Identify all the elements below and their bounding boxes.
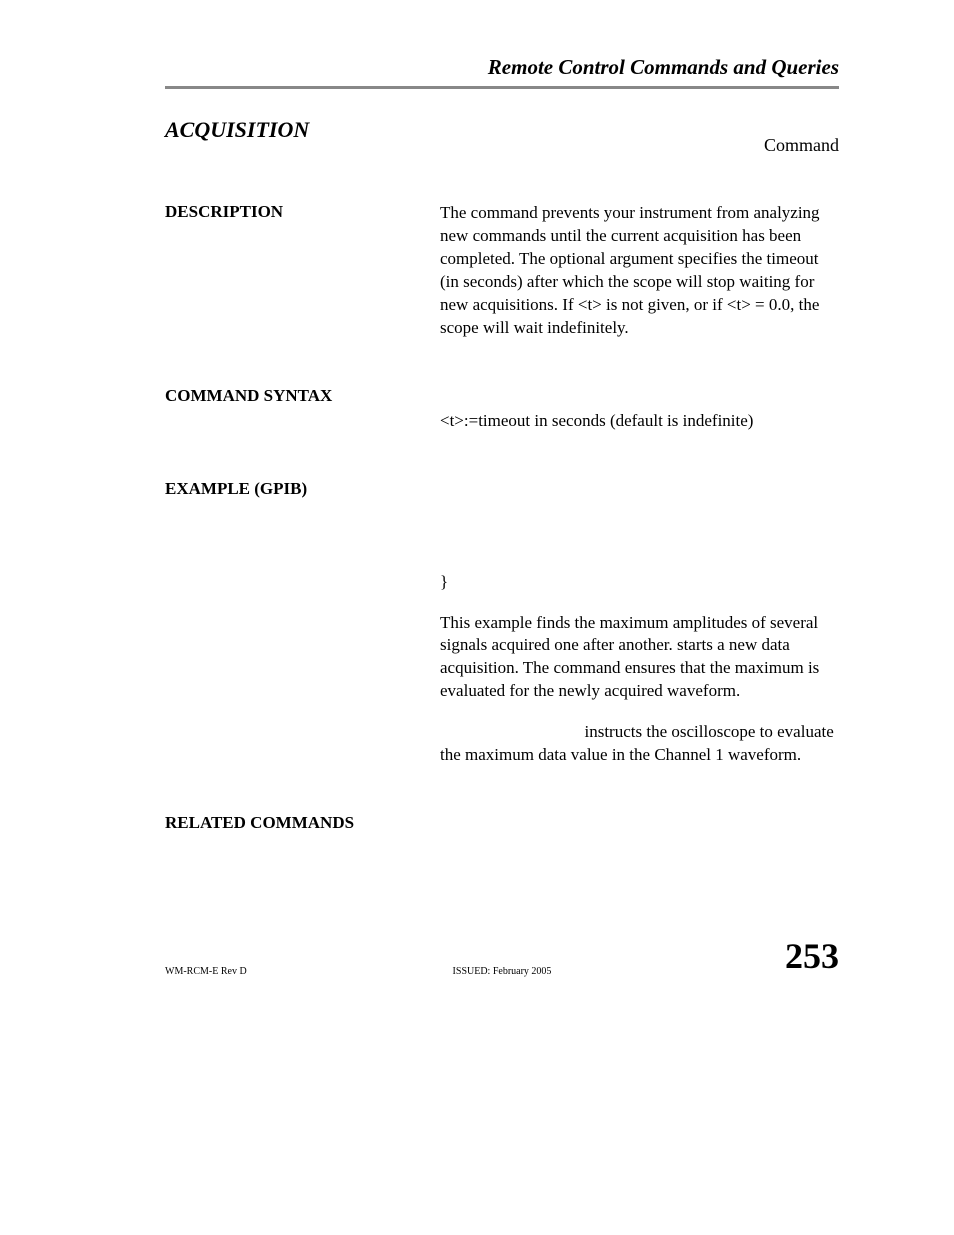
section-type: Command xyxy=(440,117,839,156)
footer-center: ISSUED: February 2005 xyxy=(453,966,552,977)
example-brace: } xyxy=(440,571,839,594)
description-row: DESCRIPTION The command prevents your in… xyxy=(165,202,839,340)
example-heading-row: EXAMPLE (GPIB) xyxy=(165,479,839,499)
syntax-heading: COMMAND SYNTAX xyxy=(165,386,440,406)
description-heading: DESCRIPTION xyxy=(165,202,440,340)
example-heading: EXAMPLE (GPIB) xyxy=(165,479,440,499)
description-text: The command prevents your instrument fro… xyxy=(440,202,839,340)
example-para1: This example finds the maximum amplitude… xyxy=(440,612,839,704)
page-container: Remote Control Commands and Queries ACQU… xyxy=(0,0,954,1235)
example-brace-row: } xyxy=(165,571,839,594)
section-row: ACQUISITION Command xyxy=(165,117,839,156)
page-footer: WM-RCM-E Rev D ISSUED: February 2005 253 xyxy=(165,935,839,977)
syntax-heading-row: COMMAND SYNTAX xyxy=(165,386,839,406)
example-para1-row: This example finds the maximum amplitude… xyxy=(165,612,839,704)
running-header: Remote Control Commands and Queries xyxy=(165,55,839,80)
example-para2: instructs the oscilloscope to evaluate t… xyxy=(440,721,839,767)
footer-left: WM-RCM-E Rev D xyxy=(165,966,247,977)
header-rule xyxy=(165,86,839,89)
section-category: ACQUISITION xyxy=(165,117,440,156)
related-empty xyxy=(440,813,839,833)
syntax-text-row: <t>:=timeout in seconds (default is inde… xyxy=(165,410,839,433)
page-number: 253 xyxy=(785,935,839,977)
example-empty xyxy=(440,479,839,499)
related-heading: RELATED COMMANDS xyxy=(165,813,440,833)
syntax-empty xyxy=(440,386,839,406)
syntax-text: <t>:=timeout in seconds (default is inde… xyxy=(440,410,839,433)
related-row: RELATED COMMANDS xyxy=(165,813,839,833)
example-para2-row: instructs the oscilloscope to evaluate t… xyxy=(165,721,839,767)
